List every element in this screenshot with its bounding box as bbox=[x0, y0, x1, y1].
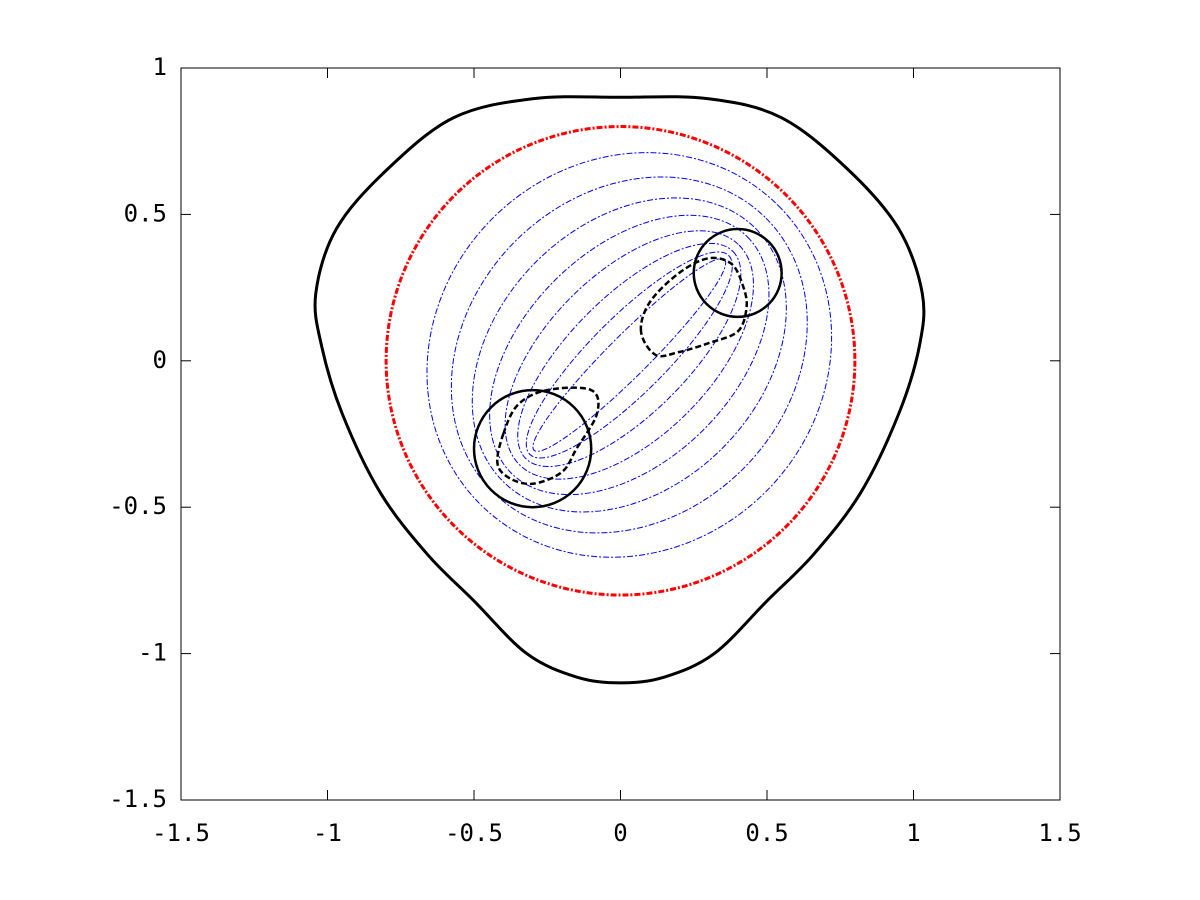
curve bbox=[313, 95, 926, 685]
contour bbox=[525, 251, 733, 459]
contour bbox=[489, 214, 770, 496]
x-tick-label: 1.5 bbox=[1038, 819, 1081, 847]
y-tick-label: -1.5 bbox=[109, 785, 167, 813]
circle bbox=[472, 388, 593, 509]
x-tick-label: -1 bbox=[313, 819, 342, 847]
y-tick-label: 0 bbox=[153, 346, 167, 374]
y-tick-label: -1 bbox=[138, 639, 167, 667]
x-tick-label: -1.5 bbox=[152, 819, 210, 847]
x-tick-label: 1 bbox=[906, 819, 920, 847]
plot-frame bbox=[180, 67, 1061, 801]
x-tick-label: -0.5 bbox=[445, 819, 503, 847]
x-tick-label: 0.5 bbox=[745, 819, 788, 847]
y-tick-label: 1 bbox=[153, 53, 167, 81]
contour bbox=[450, 176, 808, 534]
curve bbox=[496, 386, 600, 486]
contour bbox=[517, 242, 742, 468]
circle bbox=[692, 227, 783, 319]
y-tick-label: -0.5 bbox=[109, 492, 167, 520]
y-tick-label: 0.5 bbox=[124, 199, 167, 227]
curve bbox=[639, 256, 749, 358]
contour bbox=[504, 230, 754, 480]
circle bbox=[384, 125, 857, 597]
contour bbox=[471, 197, 787, 513]
contour bbox=[426, 152, 833, 558]
x-tick-label: 0 bbox=[613, 819, 627, 847]
